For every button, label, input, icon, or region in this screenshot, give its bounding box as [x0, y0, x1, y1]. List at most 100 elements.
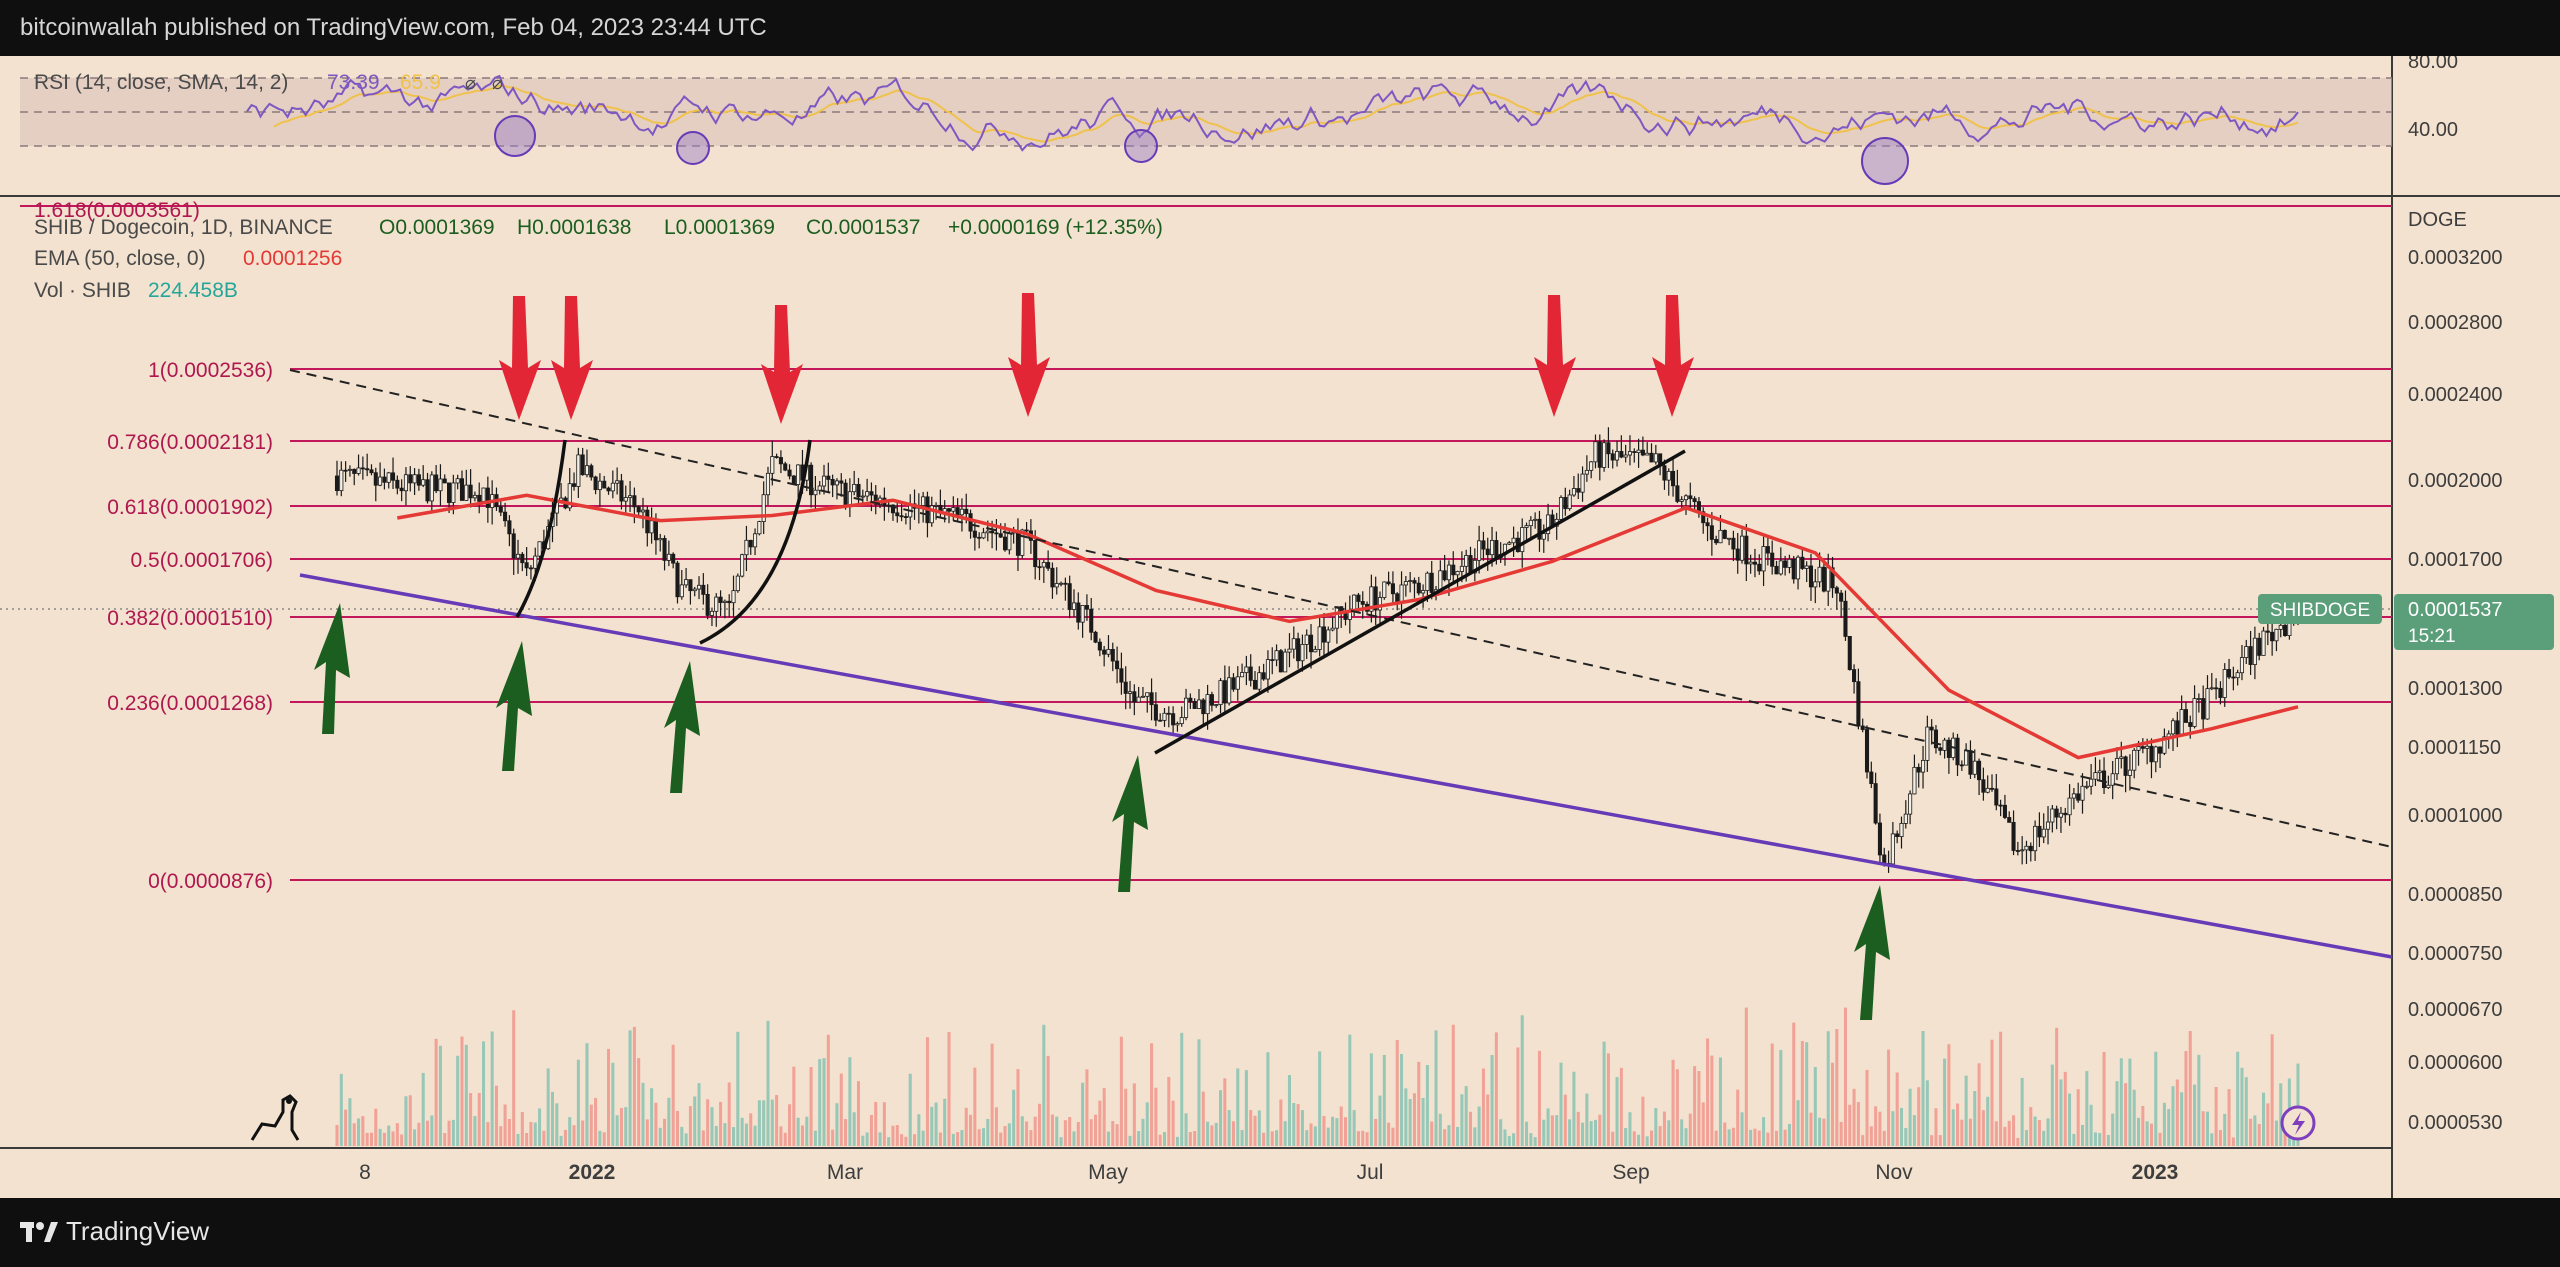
- volume-bar: [908, 1073, 912, 1146]
- price-axis[interactable]: DOGE 0.0003200 0.0002800 0.0002400 0.000…: [2258, 209, 2554, 1134]
- volume-bar: [2137, 1117, 2141, 1146]
- candle-body: [2183, 709, 2188, 723]
- volume-bar: [1412, 1093, 1416, 1146]
- volume-bar: [1581, 1122, 1585, 1146]
- volume-bar: [1774, 1130, 1779, 1146]
- visibility-icon[interactable]: ⌀: [465, 73, 476, 93]
- candle-body: [2244, 646, 2249, 658]
- volume-bar: [2249, 1118, 2253, 1146]
- tradingview-logo[interactable]: TradingView: [20, 1216, 209, 1247]
- candle-body: [1524, 525, 1529, 528]
- ohlc-open: O0.0001369: [379, 216, 495, 239]
- price-axis-tick: 0.0000600: [2408, 1052, 2503, 1074]
- volume-bar: [1641, 1096, 1645, 1146]
- candle-body: [2071, 793, 2076, 799]
- candle-body: [1964, 750, 1969, 766]
- candle-body: [2257, 637, 2262, 656]
- volume-bar: [1016, 1069, 1020, 1146]
- volume-bar: [1792, 1022, 1796, 1146]
- candle-body: [421, 479, 426, 486]
- volume-bar: [1197, 1039, 1201, 1146]
- chart-canvas[interactable]: RSI (14, close, SMA, 14, 2) 73.39 65.9 ⌀…: [0, 56, 2560, 1198]
- volume-bar: [637, 1058, 641, 1146]
- volume-bar: [339, 1073, 343, 1146]
- candle-body: [477, 494, 482, 502]
- candle-body: [1977, 760, 1982, 781]
- candle-body: [640, 509, 646, 513]
- settings-icon[interactable]: ⌀: [492, 73, 503, 93]
- candle-body: [1459, 565, 1464, 572]
- candle-body: [1382, 581, 1387, 598]
- volume-bar: [1757, 1130, 1761, 1146]
- candle-body: [1701, 511, 1706, 524]
- volume-bar: [2007, 1120, 2011, 1146]
- volume-bar: [645, 1119, 649, 1146]
- volume-bar: [421, 1072, 425, 1146]
- candle-body: [503, 511, 508, 522]
- volume-bar: [568, 1117, 572, 1146]
- candle-body: [1623, 454, 1628, 458]
- volume-bar: [650, 1088, 654, 1146]
- volume-bar: [619, 1108, 623, 1146]
- volume-bar: [1262, 1132, 1266, 1146]
- volume-bar: [2093, 1132, 2097, 1146]
- candle-body: [1300, 644, 1305, 662]
- candle-body: [722, 600, 727, 603]
- volume-bar: [1451, 1024, 1455, 1146]
- volume-bar: [1227, 1110, 1231, 1146]
- volume-bar: [1895, 1072, 1899, 1146]
- volume-bar: [2158, 1132, 2162, 1146]
- candle-body: [1037, 566, 1042, 569]
- volume-bar: [2063, 1071, 2067, 1146]
- ema-label[interactable]: EMA (50, close, 0): [34, 247, 206, 270]
- volume-bar: [2106, 1134, 2110, 1146]
- volume-bar: [1038, 1103, 1042, 1146]
- candle-body: [1813, 581, 1818, 588]
- volume-bar: [1275, 1130, 1279, 1146]
- volume-bar: [1671, 1059, 1675, 1146]
- volume-bar: [1494, 1032, 1498, 1146]
- candle-body: [1274, 650, 1279, 661]
- candle-body: [1666, 470, 1671, 481]
- volume-bar: [2037, 1119, 2041, 1146]
- symbol-title[interactable]: SHIB / Dogecoin, 1D, BINANCE: [34, 216, 333, 239]
- rsi-label: RSI (14, close, SMA, 14, 2): [34, 71, 288, 94]
- volume-bar: [1723, 1122, 1727, 1146]
- volume-label[interactable]: Vol · SHIB: [34, 279, 131, 302]
- candle-body: [839, 480, 844, 484]
- volume-bar: [611, 1062, 615, 1146]
- volume-bar: [1589, 1121, 1593, 1146]
- volume-bar: [1525, 1121, 1529, 1146]
- candle-body: [1576, 488, 1581, 493]
- volume-bar: [1266, 1052, 1270, 1146]
- candle-body: [2058, 812, 2063, 818]
- volume-bar: [555, 1103, 559, 1146]
- down-arrow-icon: [1534, 295, 1576, 417]
- volume-bar: [2068, 1093, 2072, 1146]
- candle-body: [2265, 630, 2270, 633]
- candle-body: [959, 508, 964, 516]
- volume-bar: [391, 1131, 395, 1146]
- volume-bar: [831, 1129, 835, 1146]
- lightning-icon[interactable]: [2280, 1105, 2316, 1141]
- candle-body: [929, 505, 934, 524]
- candle-body: [817, 485, 822, 491]
- candle-body: [507, 520, 512, 535]
- volume-bar: [1912, 1115, 1916, 1146]
- candle-body: [692, 588, 697, 592]
- candle-body: [1136, 696, 1141, 703]
- volume-bar: [1645, 1136, 1649, 1146]
- volume-bar: [943, 1098, 947, 1146]
- volume-bar: [917, 1114, 921, 1146]
- volume-bar: [667, 1097, 671, 1146]
- volume-bar: [1111, 1121, 1115, 1146]
- candle-body: [2054, 808, 2059, 818]
- candle-body: [434, 474, 439, 492]
- candle-body: [675, 562, 680, 598]
- volume-bar: [1908, 1088, 1912, 1146]
- volume-bar: [494, 1085, 498, 1146]
- time-axis[interactable]: 8 2022 Mar May Jul Sep Nov 2023: [359, 1161, 2178, 1184]
- volume-bar: [516, 1133, 520, 1146]
- volume-bar: [2115, 1081, 2119, 1146]
- volume-bar: [2180, 1092, 2184, 1146]
